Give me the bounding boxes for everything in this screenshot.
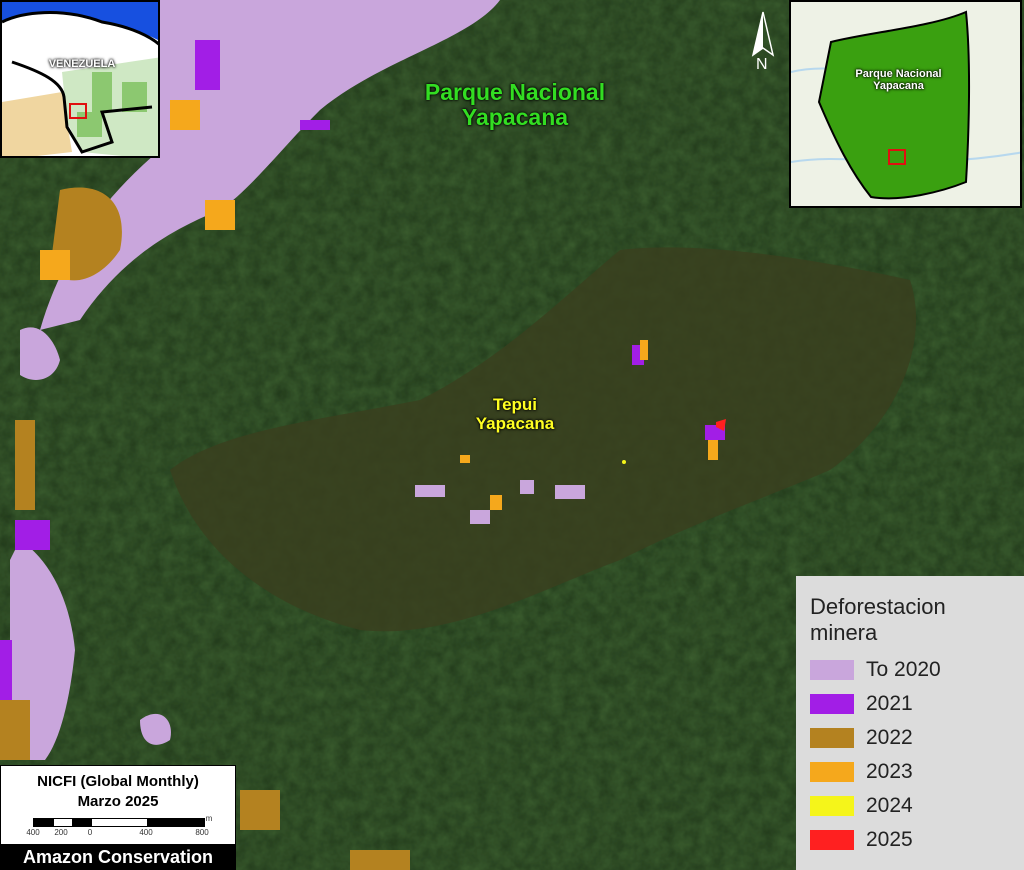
legend-swatch bbox=[810, 761, 854, 782]
legend-item: 2021 bbox=[810, 687, 1024, 721]
tepui-label: Tepui Yapacana bbox=[475, 395, 555, 433]
legend-label: 2024 bbox=[866, 793, 913, 817]
scale-bar bbox=[33, 818, 205, 827]
legend-item: 2025 bbox=[810, 823, 1024, 857]
legend-label: To 2020 bbox=[866, 657, 941, 681]
legend: Deforestacion minera To 2020 2021 2022 2… bbox=[796, 576, 1024, 870]
scale-tick: 200 bbox=[54, 828, 68, 837]
inset-map-venezuela: VENEZUELA bbox=[0, 0, 160, 158]
scale-tick: 400 bbox=[139, 828, 153, 837]
credit-label: Amazon Conservation bbox=[0, 845, 236, 870]
north-label: N bbox=[756, 56, 768, 73]
legend-item: 2022 bbox=[810, 721, 1024, 755]
legend-title: Deforestacion minera bbox=[810, 594, 946, 646]
legend-label: 2025 bbox=[866, 827, 913, 851]
scale-tick: 800 bbox=[195, 828, 209, 837]
inset-park-label: Parque Nacional Yapacana bbox=[855, 68, 942, 93]
inset-map-park: Parque Nacional Yapacana bbox=[789, 0, 1022, 208]
legend-label: 2022 bbox=[866, 725, 913, 749]
park-label: Parque Nacional Yapacana bbox=[424, 79, 606, 131]
legend-label: 2021 bbox=[866, 691, 913, 715]
deforestation-2025 bbox=[716, 419, 726, 431]
legend-item: To 2020 bbox=[810, 653, 1024, 687]
scale-tick: 400 bbox=[26, 828, 40, 837]
tepui-plateau bbox=[170, 247, 917, 632]
legend-swatch bbox=[810, 693, 854, 714]
legend-swatch bbox=[810, 659, 854, 680]
legend-item: 2023 bbox=[810, 755, 1024, 789]
country-label: VENEZUELA bbox=[48, 58, 116, 70]
deforestation-2023 bbox=[40, 100, 718, 510]
imagery-date: Marzo 2025 bbox=[77, 792, 159, 810]
legend-label: 2023 bbox=[866, 759, 913, 783]
legend-swatch bbox=[810, 829, 854, 850]
imagery-source: NICFI (Global Monthly) bbox=[37, 773, 199, 790]
deforestation-2024 bbox=[622, 460, 626, 464]
legend-item: 2024 bbox=[810, 789, 1024, 823]
north-arrow-icon bbox=[751, 11, 775, 57]
scale-box: NICFI (Global Monthly) Marzo 2025 m 400 … bbox=[0, 765, 236, 845]
scale-tick: 0 bbox=[87, 828, 93, 837]
legend-swatch bbox=[810, 727, 854, 748]
scale-unit: m bbox=[205, 814, 213, 823]
legend-swatch bbox=[810, 795, 854, 816]
